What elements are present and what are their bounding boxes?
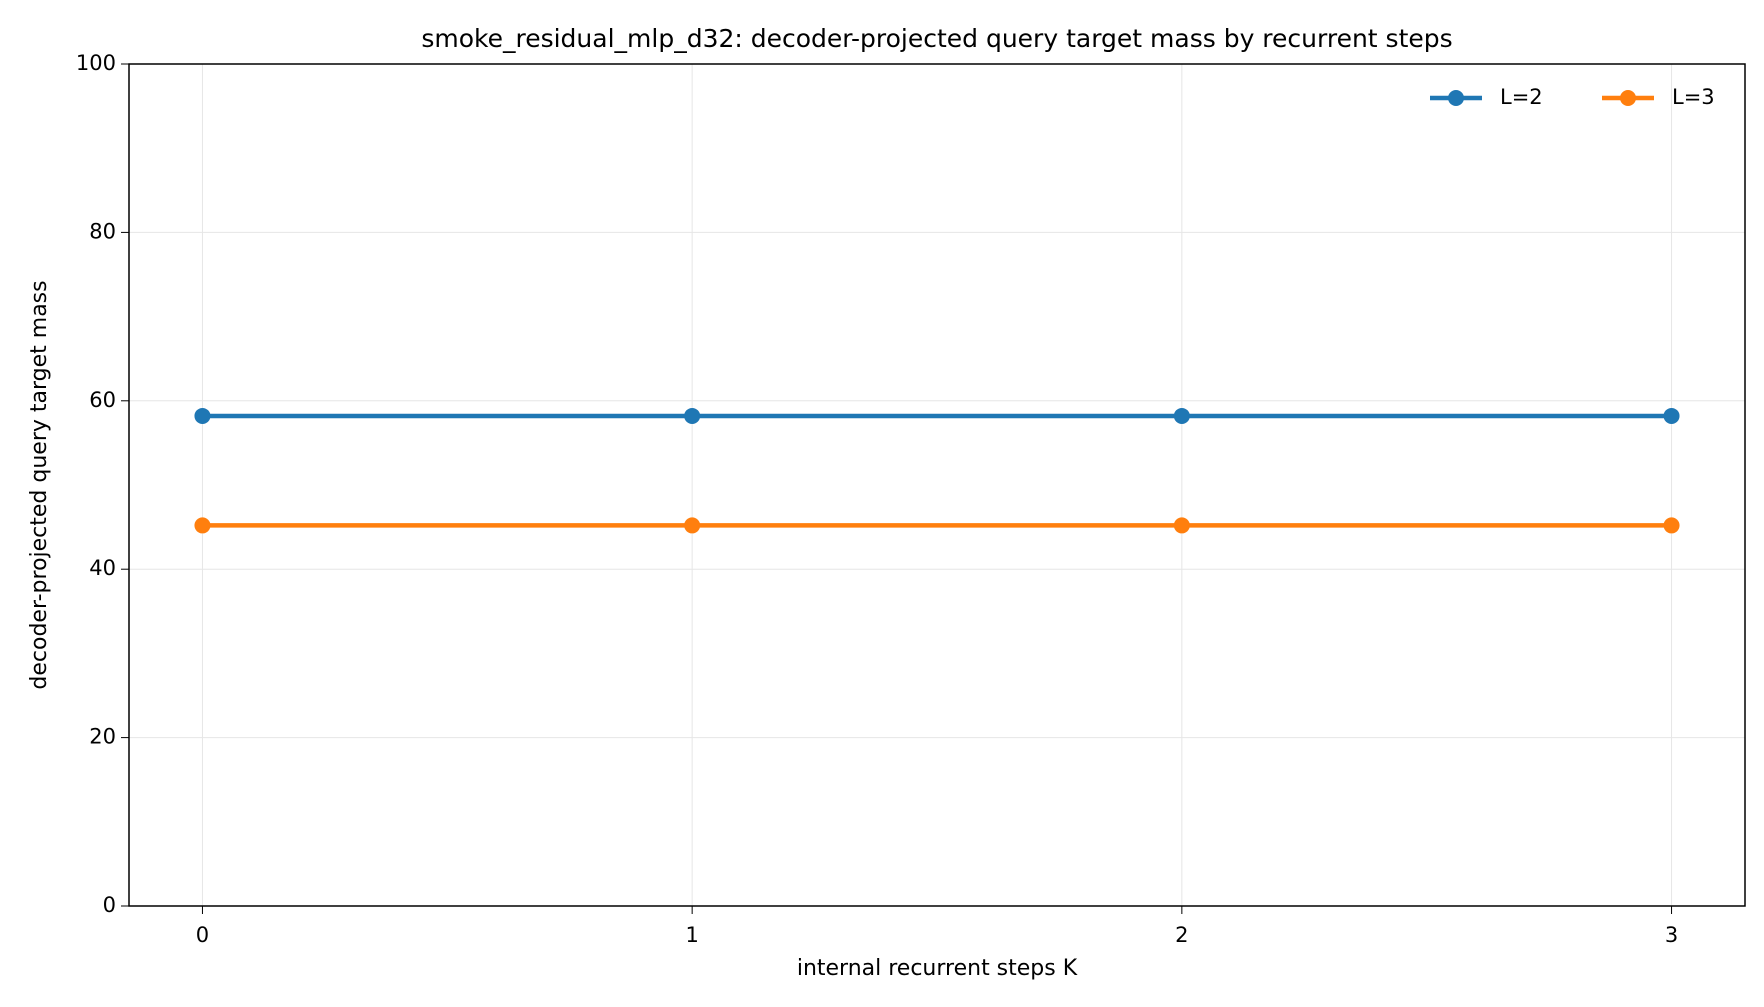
marker <box>684 407 701 424</box>
legend-label: L=2 <box>1500 85 1543 109</box>
y-tick-label: 100 <box>76 51 116 75</box>
y-tick-label: 60 <box>89 388 116 412</box>
x-tick-label: 1 <box>685 923 698 947</box>
marker <box>684 517 701 534</box>
y-tick-label: 80 <box>89 219 116 243</box>
x-tick-label: 3 <box>1665 923 1678 947</box>
legend-marker <box>1448 90 1464 106</box>
marker <box>1663 407 1680 424</box>
x-tick-label: 0 <box>196 923 209 947</box>
plot-frame <box>128 63 1746 907</box>
marker <box>1173 517 1190 534</box>
y-tick-label: 0 <box>103 893 116 917</box>
x-tick-label: 2 <box>1175 923 1188 947</box>
x-axis-label: internal recurrent steps K <box>797 956 1078 981</box>
legend-marker <box>1620 90 1636 106</box>
marker <box>1173 407 1190 424</box>
chart-title: smoke_residual_mlp_d32: decoder-projecte… <box>421 24 1452 53</box>
marker <box>194 517 211 534</box>
marker <box>194 407 211 424</box>
y-axis-label: decoder-projected query target mass <box>27 280 52 689</box>
legend-label: L=3 <box>1672 85 1715 109</box>
marker <box>1663 517 1680 534</box>
y-tick-label: 20 <box>89 725 116 749</box>
y-tick-label: 40 <box>89 556 116 580</box>
